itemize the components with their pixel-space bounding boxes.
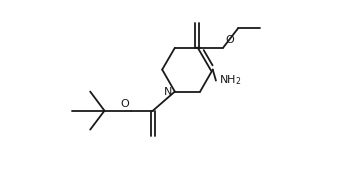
Text: O: O <box>120 99 129 109</box>
Text: N: N <box>164 87 172 97</box>
Text: O: O <box>225 35 234 45</box>
Text: NH$_2$: NH$_2$ <box>218 74 241 87</box>
